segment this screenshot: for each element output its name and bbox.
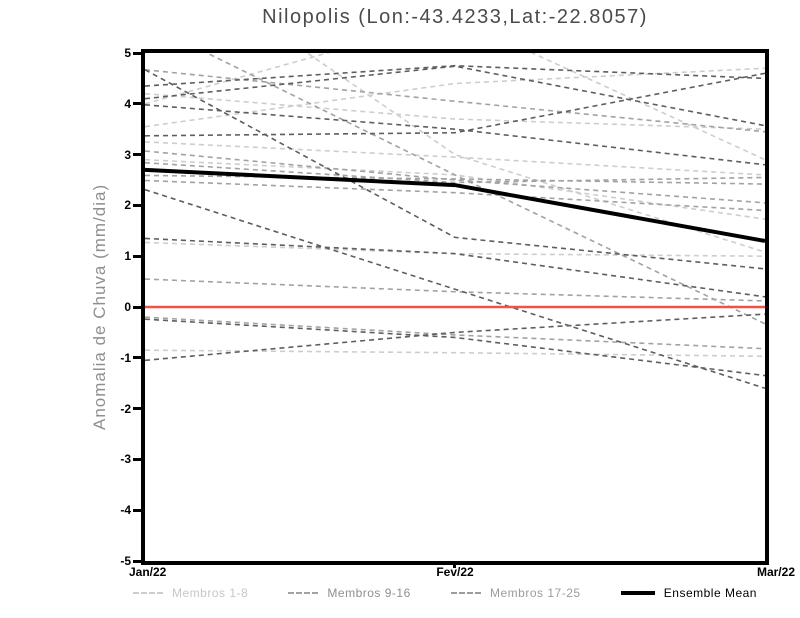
ensemble-member-line: [145, 64, 765, 87]
legend-item-ensemble-mean: Ensemble Mean: [620, 586, 757, 600]
legend-item-membros-1-8: Membros 1-8: [133, 586, 248, 600]
ensemble-member-line: [145, 92, 765, 130]
ensemble-member-line: [145, 150, 765, 204]
y-tick-label: -5: [120, 554, 131, 568]
y-tick-label: 4: [124, 96, 131, 111]
ensemble-member-line: [145, 53, 765, 161]
ensemble-member-line: [145, 313, 765, 362]
y-tick-label: -2: [120, 401, 131, 416]
ensemble-member-line: [145, 67, 765, 128]
ensemble-member-line: [145, 188, 765, 390]
ensemble-member-line: [205, 53, 765, 325]
y-tick-mark: [133, 457, 141, 461]
y-tick-label: 1: [124, 249, 131, 264]
ensemble-member-line: [145, 161, 765, 184]
y-tick-label: 2: [124, 198, 131, 213]
y-tick-mark: [133, 356, 141, 360]
x-tick-label-jan: Jan/22: [129, 565, 167, 579]
ensemble-member-line: [145, 68, 765, 133]
y-tick-label: 0: [124, 300, 131, 314]
ensemble-member-line: [145, 141, 765, 176]
y-tick-label: -3: [120, 452, 131, 467]
dashed-line-sample-icon: [451, 592, 481, 594]
x-tick-label-mar: Mar/22: [756, 565, 795, 579]
ensemble-member-line: [145, 237, 765, 298]
dashed-line-sample-icon: [133, 592, 163, 594]
ensemble-member-line: [145, 278, 765, 302]
y-tick-mark: [133, 153, 141, 157]
legend-label: Membros 1-8: [172, 586, 249, 600]
plot-svg: [145, 53, 765, 390]
y-tick-mark: [133, 508, 141, 512]
y-tick-mark: [133, 203, 141, 207]
ensemble-mean-line: [145, 167, 765, 243]
legend-item-membros-9-16: Membros 9-16: [288, 586, 410, 600]
solid-line-sample-icon: [620, 591, 655, 595]
y-tick-mark: [133, 254, 141, 258]
legend-label: Membros 9-16: [327, 586, 411, 600]
ensemble-member-line: [145, 318, 765, 377]
x-tick-label-fev: Fev/22: [436, 565, 474, 579]
legend-item-membros-17-25: Membros 17-25: [451, 586, 581, 600]
legend: Membros 1-8 Membros 9-16 Membros 17-25 E…: [133, 584, 757, 602]
y-tick-mark: [133, 102, 141, 106]
y-tick-label: -4: [120, 503, 131, 518]
dashed-line-sample-icon: [288, 592, 319, 594]
y-tick-label: -1: [120, 350, 131, 365]
ensemble-member-line: [145, 179, 765, 212]
y-tick-label: 5: [124, 46, 131, 60]
ensemble-member-line: [145, 69, 765, 270]
y-tick-mark: [133, 559, 141, 563]
plot-area: [141, 49, 769, 565]
ensemble-member-line: [145, 72, 765, 137]
ensemble-member-line: [145, 316, 765, 350]
y-tick-label: 3: [124, 147, 131, 162]
y-tick-mark: [133, 51, 141, 55]
ensemble-member-line: [145, 349, 765, 358]
ensemble-member-line: [145, 104, 765, 166]
x-tick-fev: [453, 561, 456, 568]
y-tick-mark: [133, 407, 141, 411]
chart-title: Nilopolis (Lon:-43.4233,Lat:-22.8057): [262, 6, 648, 28]
legend-label: Ensemble Mean: [663, 586, 757, 600]
ensemble-member-line: [145, 65, 765, 127]
y-tick-mark: [133, 305, 141, 309]
legend-label: Membros 17-25: [490, 586, 581, 600]
